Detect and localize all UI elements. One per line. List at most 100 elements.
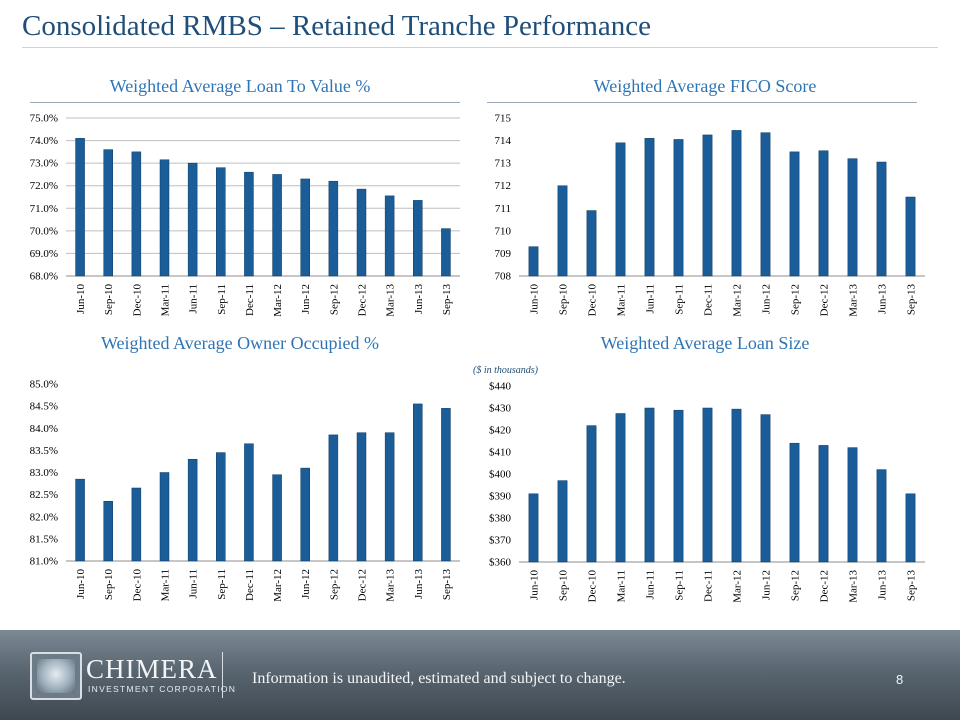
- owner-bar-Sep-13: [441, 408, 451, 562]
- loansize-bar-Jun-11: [644, 407, 655, 563]
- loansize-x-tick-label: Jun-10: [529, 570, 541, 600]
- loansize-y-tick-label: $400: [489, 469, 512, 481]
- loansize-bar-Jun-10: [528, 493, 539, 563]
- loansize-bar-Sep-10: [557, 480, 568, 563]
- loansize-bar-Sep-12: [789, 442, 800, 563]
- owner-x-tick-label: Sep-11: [216, 569, 228, 600]
- owner-x-tick-label: Sep-10: [103, 569, 115, 601]
- ltv-x-tick-label: Jun-11: [188, 284, 200, 314]
- owner-x-tick-label: Sep-12: [328, 569, 340, 600]
- title-divider: [22, 47, 938, 48]
- ltv-chart: Weighted Average Loan To Value % 68.0% 69…: [20, 76, 460, 336]
- loansize-x-tick-label: Dec-11: [703, 570, 715, 602]
- ltv-bar-Dec-11: [244, 171, 254, 277]
- fico-chart: Weighted Average FICO Score 708 709 710 711…: [485, 76, 925, 336]
- owner-x-tick-label: Mar-12: [272, 569, 284, 602]
- ltv-bar-Jun-13: [413, 200, 423, 277]
- fico-x-tick-label: Jun-13: [877, 284, 889, 314]
- owner-y-tick-label: 82.0%: [30, 511, 58, 523]
- footer-divider: [222, 652, 223, 698]
- ltv-x-tick-label: Mar-13: [385, 284, 397, 317]
- fico-chart-svg: 708 709 710 711 712 713 714 715 Jun-10 Sep-10 Dec-…: [495, 113, 925, 317]
- owner-y-tick-label: 82.5%: [30, 489, 58, 501]
- ltv-bar-Dec-10: [131, 151, 142, 277]
- fico-y-tick-label: 711: [495, 203, 511, 215]
- loansize-bar-Jun-13: [876, 469, 887, 563]
- owner-bar-Dec-11: [244, 443, 254, 562]
- fico-bar-Sep-12: [789, 151, 800, 277]
- ltv-bar-Mar-13: [384, 195, 395, 277]
- owner-bar-Mar-13: [384, 432, 395, 562]
- loansize-y-tick-label: $410: [489, 447, 512, 459]
- ltv-x-tick-label: Sep-12: [328, 284, 340, 315]
- ltv-x-tick-label: Sep-11: [216, 284, 228, 315]
- ltv-chart-svg: 68.0% 69.0% 70.0% 71.0% 72.0% 73.0% 74.0% 75.0%…: [30, 113, 460, 317]
- loansize-x-tick-label: Sep-12: [790, 570, 802, 601]
- ltv-bar-Mar-11: [159, 159, 170, 277]
- ltv-bar-Jun-12: [300, 178, 310, 277]
- ltv-y-tick-label: 73.0%: [30, 158, 58, 170]
- fico-y-tick-label: 713: [495, 158, 512, 170]
- fico-bar-Mar-13: [847, 158, 858, 277]
- logo-name: CHIMERA: [86, 654, 218, 684]
- owner-x-tick-label: Jun-13: [413, 569, 425, 599]
- ltv-x-tick-label: Mar-11: [160, 284, 172, 316]
- fico-bar-Jun-10: [528, 246, 539, 277]
- ltv-bar-Sep-10: [103, 149, 113, 277]
- loansize-x-tick-label: Jun-11: [645, 570, 657, 600]
- disclaimer-text: Information is unaudited, estimated and …: [252, 670, 626, 687]
- owner-y-tick-label: 84.5%: [30, 401, 58, 413]
- ltv-bar-Jun-11: [187, 162, 198, 277]
- loansize-x-tick-label: Sep-10: [558, 570, 570, 602]
- loansize-bar-Sep-13: [905, 493, 916, 563]
- ltv-x-tick-label: Dec-12: [357, 284, 369, 316]
- loansize-x-tick-label: Sep-13: [906, 570, 918, 602]
- owner-x-tick-label: Jun-10: [75, 569, 87, 599]
- fico-x-tick-label: Mar-11: [616, 284, 628, 316]
- fico-bar-Jun-13: [876, 161, 887, 277]
- loan-size-note: ($ in thousands): [473, 365, 538, 376]
- owner-occupied-chart-title: Weighted Average Owner Occupied %: [100, 333, 380, 353]
- owner-y-tick-label: 84.0%: [30, 423, 58, 435]
- owner-bar-Jun-11: [187, 458, 198, 562]
- owner-x-tick-label: Sep-13: [441, 569, 453, 601]
- ltv-x-tick-label: Jun-10: [75, 284, 87, 314]
- ltv-y-tick-label: 72.0%: [30, 180, 58, 192]
- loansize-x-tick-label: Dec-12: [819, 570, 831, 602]
- loansize-x-tick-label: Mar-11: [616, 570, 628, 602]
- loan-size-chart: Weighted Average Loan Size ($ in thousan…: [473, 333, 925, 603]
- fico-x-tick-label: Dec-12: [819, 284, 831, 316]
- fico-bar-Sep-10: [557, 185, 568, 277]
- owner-bar-Mar-11: [159, 472, 170, 562]
- ltv-title-rule: [30, 102, 460, 103]
- ltv-x-tick-label: Dec-11: [244, 284, 256, 316]
- loansize-y-tick-label: $440: [489, 381, 512, 393]
- owner-bar-Sep-11: [216, 452, 226, 562]
- owner-y-tick-label: 81.0%: [30, 556, 58, 568]
- owner-bar-Dec-12: [356, 432, 367, 562]
- loansize-x-tick-label: Mar-12: [732, 570, 744, 603]
- footer-band: [0, 630, 960, 720]
- owner-bar-Sep-12: [328, 434, 339, 562]
- ltv-y-tick-label: 70.0%: [30, 225, 58, 237]
- fico-x-tick-label: Dec-10: [587, 284, 599, 317]
- loansize-bar-Dec-11: [702, 407, 713, 563]
- ltv-bar-Sep-11: [216, 167, 226, 277]
- fico-bar-Sep-13: [905, 196, 916, 277]
- loansize-bar-Sep-11: [673, 409, 684, 563]
- loansize-x-tick-label: Dec-10: [587, 570, 599, 603]
- loansize-bar-Jun-12: [760, 414, 771, 563]
- logo-subtitle: INVESTMENT CORPORATION: [88, 684, 237, 694]
- loansize-x-tick-label: Jun-12: [761, 570, 773, 600]
- owner-bar-Mar-12: [272, 474, 282, 562]
- ltv-y-tick-label: 74.0%: [30, 135, 58, 147]
- owner-x-tick-label: Jun-11: [188, 569, 200, 599]
- fico-y-tick-label: 710: [495, 225, 512, 237]
- loansize-bar-Mar-11: [615, 413, 626, 563]
- fico-x-tick-label: Jun-11: [645, 284, 657, 314]
- fico-bar-Jun-11: [644, 138, 655, 277]
- ltv-bar-Dec-12: [356, 188, 367, 277]
- loansize-bar-Dec-12: [818, 445, 829, 563]
- owner-y-tick-label: 85.0%: [30, 379, 58, 391]
- fico-bar-Sep-11: [673, 139, 684, 277]
